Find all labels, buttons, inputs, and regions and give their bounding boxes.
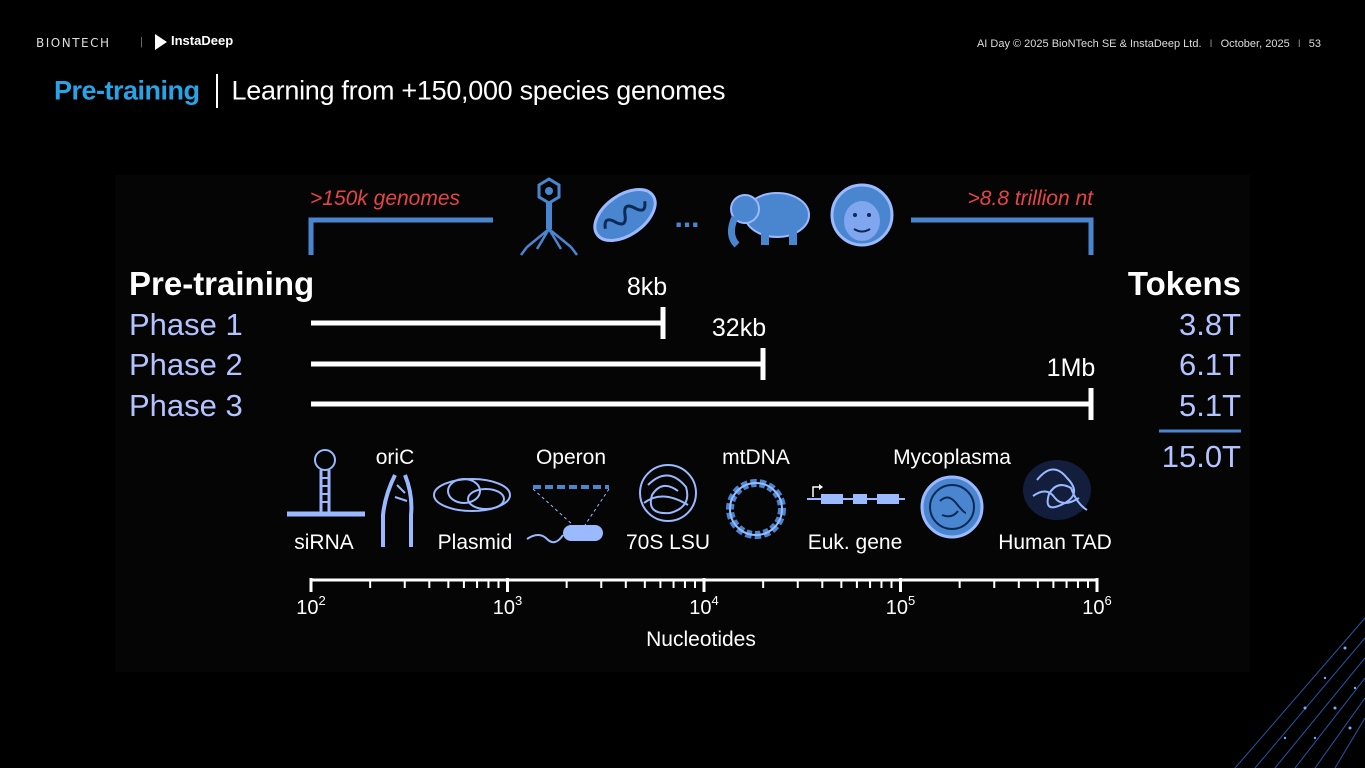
axis-tick-label: 104 — [689, 593, 718, 619]
operon-icon — [526, 485, 610, 544]
logo-separator: | — [140, 36, 143, 48]
ribosome-icon — [639, 464, 697, 522]
tokens-heading: Tokens — [1128, 265, 1241, 302]
axis-tick-label: 103 — [493, 593, 522, 619]
title-accent: Pre-training — [54, 75, 200, 106]
example-label-mtdna: mtDNA — [722, 446, 790, 469]
axis-tick-exponent: 6 — [1105, 593, 1112, 608]
bracket-left — [308, 217, 493, 255]
oric-icon — [381, 474, 414, 547]
species-ellipsis: ... — [674, 201, 699, 234]
page-number: 53 — [1308, 38, 1321, 50]
plasmid-icon — [433, 478, 511, 512]
axis-tick-exponent: 2 — [319, 593, 326, 608]
decorative-glow — [1234, 617, 1365, 768]
axis-minor-ticks — [369, 580, 1090, 588]
pretraining-diagram: .blue { stroke:#4a86d0; fill:none; } .ic… — [129, 177, 1241, 651]
axis-tick-label: 106 — [1082, 593, 1111, 619]
genome-bracket: >150k genomes >8.8 trillion nt — [308, 187, 1095, 255]
phase-length-label: 8kb — [627, 273, 667, 301]
meta-divider: I — [1297, 38, 1301, 50]
genomes-label: >150k genomes — [310, 187, 461, 210]
instadeep-logo-text: InstaDeep — [171, 33, 234, 48]
slide-meta: AI Day © 2025 BioNTech SE & InstaDeep Lt… — [969, 38, 1321, 50]
axis-major-ticks: 102 103 104 105 106 — [296, 578, 1112, 619]
tokens-total: 15.0T — [1162, 439, 1241, 474]
phase-row-2: Phase 2 32kb 6.1T — [129, 314, 1241, 382]
axis-tick-label: 105 — [886, 593, 915, 619]
phase-tokens: 6.1T — [1179, 347, 1241, 382]
axis-tick-label: 102 — [296, 593, 325, 619]
nucleotides-axis: 102 103 104 105 106 Nucleotides — [296, 578, 1112, 651]
instadeep-mark-icon — [155, 33, 167, 50]
human-face-icon — [830, 183, 894, 247]
nt-label: >8.8 trillion nt — [968, 187, 1095, 210]
mycoplasma-icon — [920, 475, 984, 539]
title-main: Learning from +150,000 species genomes — [231, 75, 726, 106]
human-tad-icon — [1023, 460, 1091, 520]
pretraining-heading: Pre-training — [129, 265, 314, 302]
phase-label: Phase 1 — [129, 307, 243, 342]
diagram-panel: .blue { stroke:#4a86d0; fill:none; } .ic… — [115, 175, 1250, 672]
meta-date: October, 2025 — [1220, 38, 1290, 50]
phase-tokens: 3.8T — [1179, 307, 1241, 342]
example-label-oric: oriC — [376, 446, 415, 469]
phase-label: Phase 3 — [129, 388, 243, 423]
phage-icon — [520, 177, 578, 256]
slide-header: BIONTECH | InstaDeep AI Day © 2025 BioNT… — [0, 0, 1365, 70]
phase-length-label: 1Mb — [1047, 354, 1096, 382]
title-divider — [215, 74, 218, 108]
example-label-plasmid: Plasmid — [438, 531, 513, 554]
meta-event: AI Day © 2025 BioNTech SE & InstaDeep Lt… — [976, 38, 1202, 50]
instadeep-logo: InstaDeep — [155, 33, 233, 50]
axis-tick-exponent: 5 — [908, 593, 915, 608]
biontech-logo: BIONTECH — [36, 36, 111, 50]
phase-tokens: 5.1T — [1179, 388, 1241, 423]
elephant-icon — [728, 192, 810, 248]
sirna-icon — [287, 449, 365, 517]
phase-row-3: Phase 3 1Mb 5.1T — [129, 354, 1241, 423]
mitochondrion-icon — [593, 188, 657, 242]
axis-tick-exponent: 3 — [515, 593, 522, 608]
phase-row-1: Phase 1 8kb 3.8T — [129, 273, 1241, 342]
euk-gene-icon — [807, 484, 905, 504]
example-label-mycoplasma: Mycoplasma — [893, 446, 1011, 469]
axis-label: Nucleotides — [646, 628, 756, 651]
example-label-human-tad: Human TAD — [998, 531, 1112, 554]
axis-tick-exponent: 4 — [712, 593, 719, 608]
example-label-operon: Operon — [536, 446, 606, 469]
mtdna-icon — [726, 479, 786, 539]
example-label-sirna: siRNA — [294, 531, 354, 554]
phase-label: Phase 2 — [129, 347, 243, 382]
bracket-right — [911, 217, 1094, 255]
phase-length-label: 32kb — [712, 314, 766, 342]
example-label-70s-lsu: 70S LSU — [626, 531, 710, 554]
example-label-euk-gene: Euk. gene — [808, 531, 903, 554]
slide-title: Pre-training Learning from +150,000 speci… — [54, 74, 726, 108]
meta-divider: I — [1209, 38, 1213, 50]
